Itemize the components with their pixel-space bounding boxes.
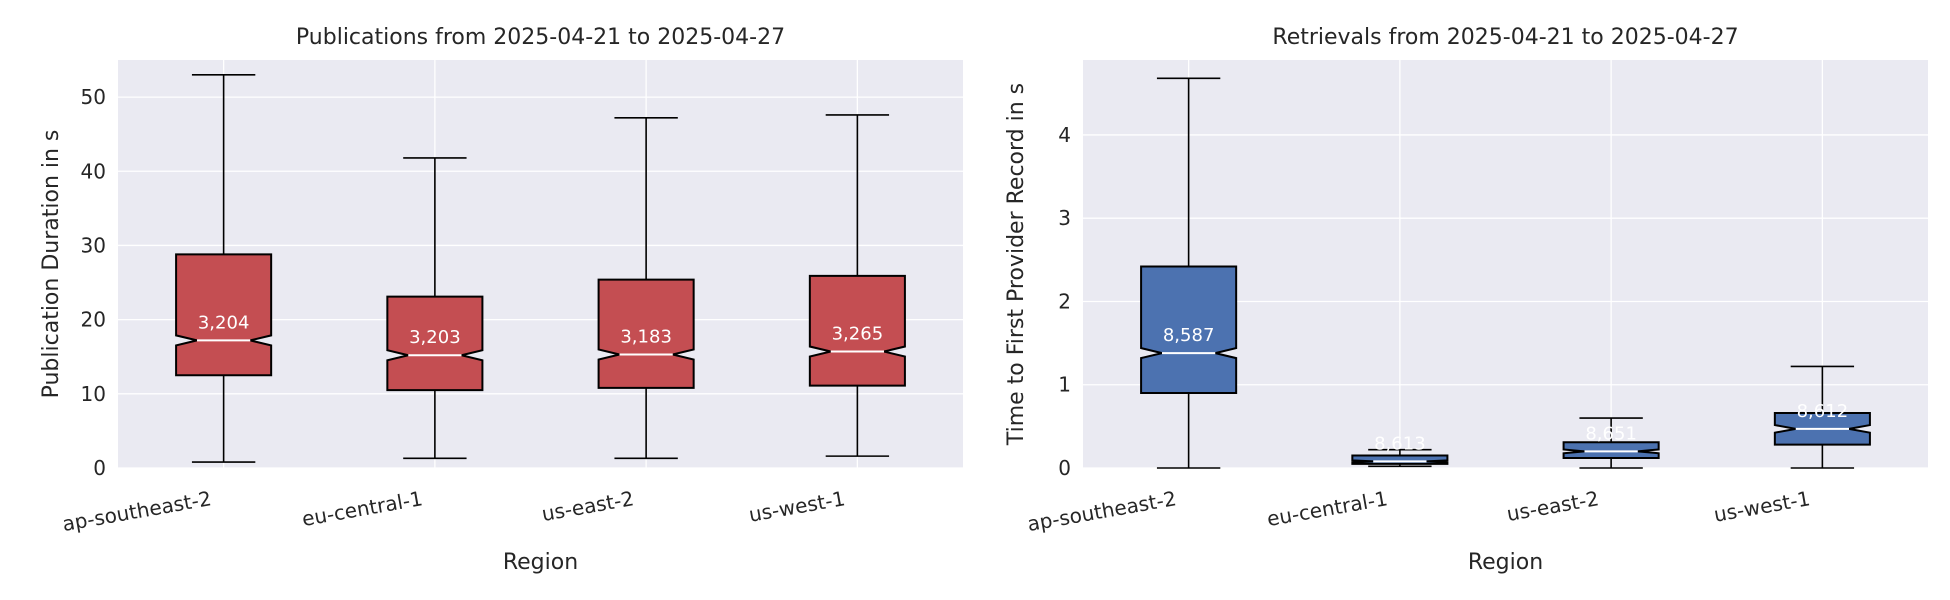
x-tick-label: us-east-2	[1505, 486, 1601, 526]
iqr-box	[808, 274, 906, 387]
iqr-box	[386, 295, 484, 392]
x-tick-label: ap-southeast-2	[1025, 486, 1178, 536]
box-us-west-1: 3,265	[808, 114, 906, 457]
count-label: 8,587	[1163, 325, 1215, 346]
box-ap-southeast-2: 3,204	[175, 74, 273, 463]
y-tick-label: 2	[1058, 289, 1071, 313]
x-axis-label: Region	[503, 550, 578, 575]
y-tick-label: 20	[81, 308, 106, 332]
x-tick-label: eu-central-1	[1265, 486, 1389, 531]
box-us-east-2: 8,651	[1562, 417, 1660, 469]
plot-area	[1083, 60, 1928, 468]
y-tick-label: 0	[93, 456, 106, 480]
box-ap-southeast-2: 8,587	[1140, 77, 1238, 469]
y-tick-label: 50	[81, 85, 106, 109]
x-axis-label: Region	[1468, 550, 1543, 575]
x-tick-label: us-west-1	[747, 486, 847, 527]
y-axis-label: Time to First Provider Record in s	[1004, 83, 1029, 446]
count-label: 8,613	[1374, 433, 1426, 454]
x-tick-label: us-east-2	[540, 486, 636, 526]
y-tick-label: 3	[1058, 206, 1071, 230]
box-eu-central-1: 8,613	[1351, 433, 1449, 468]
chart-retrievals: 0 1 2 3 4 8,587 8,613 8,651 8,612 ap-southeast-2 e…	[1004, 25, 1928, 575]
y-tick-label: 10	[81, 382, 106, 406]
y-tick-label: 30	[81, 233, 106, 257]
chart-publications: 0 10 20 30 40 50 3,204 3,203 3,183 3,265 ap-southe…	[39, 25, 963, 575]
chart-title: Retrievals from 2025-04-21 to 2025-04-27	[1272, 25, 1738, 50]
x-tick-label: ap-southeast-2	[60, 486, 213, 536]
count-label: 3,203	[409, 327, 461, 348]
y-axis-label: Publication Duration in s	[39, 130, 64, 399]
x-tick-label: eu-central-1	[300, 486, 424, 531]
count-label: 3,265	[832, 324, 884, 345]
iqr-box	[1140, 265, 1238, 395]
x-tick-label: us-west-1	[1712, 486, 1812, 527]
y-tick-label: 0	[1058, 456, 1071, 480]
chart-title: Publications from 2025-04-21 to 2025-04-…	[296, 25, 785, 50]
count-label: 8,612	[1797, 401, 1849, 422]
count-label: 3,204	[198, 312, 250, 333]
iqr-box	[175, 253, 273, 377]
iqr-box	[597, 278, 695, 389]
y-tick-label: 4	[1058, 123, 1071, 147]
iqr-box	[1351, 454, 1449, 465]
count-label: 3,183	[620, 327, 672, 348]
box-us-east-2: 3,183	[597, 117, 695, 460]
y-tick-label: 40	[81, 159, 106, 183]
count-label: 8,651	[1585, 423, 1637, 444]
y-tick-label: 1	[1058, 373, 1071, 397]
iqr-box	[1562, 441, 1660, 460]
box-eu-central-1: 3,203	[386, 157, 484, 460]
box-us-west-1: 8,612	[1773, 365, 1871, 469]
